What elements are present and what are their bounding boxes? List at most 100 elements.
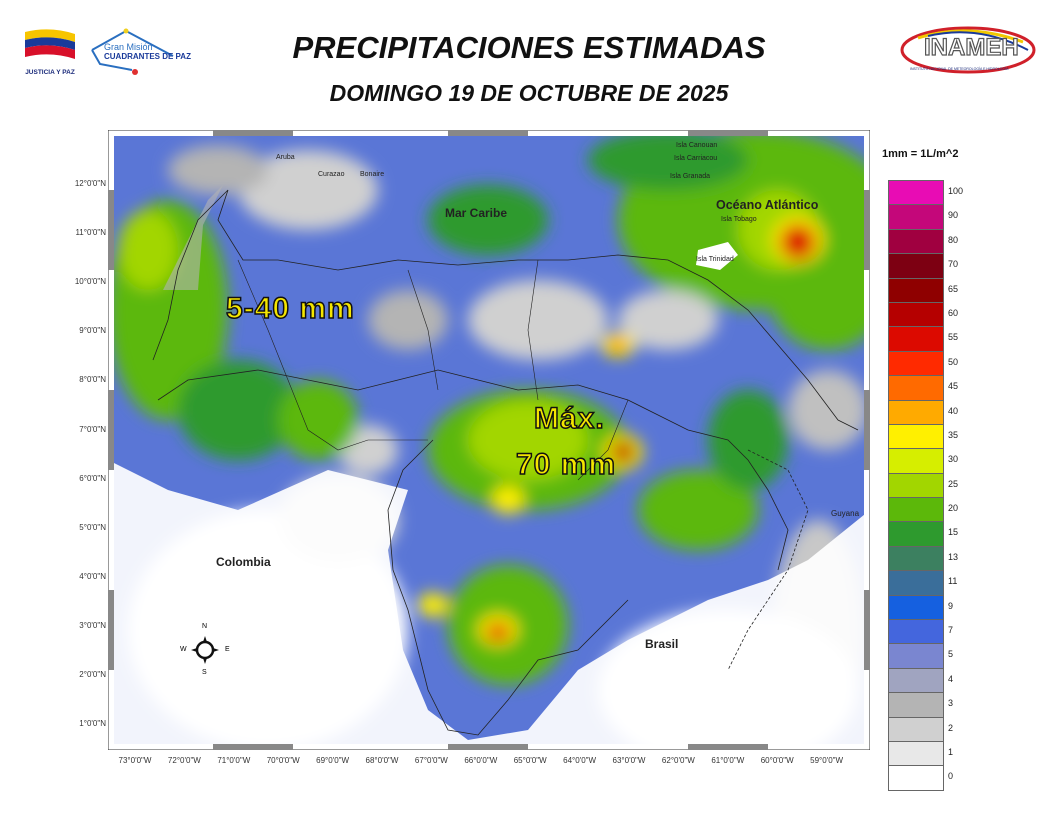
legend-swatch — [888, 667, 944, 694]
latitude-label: 12°0'0"N — [74, 179, 106, 188]
compass-east: E — [225, 646, 230, 653]
label-canouan: Isla Canouan — [676, 142, 718, 149]
legend-swatch — [888, 594, 944, 621]
label-guyana: Guyana — [831, 509, 860, 518]
legend-swatch — [888, 277, 944, 303]
label-carriacou: Isla Carriacou — [674, 155, 718, 162]
legend-item: 40 — [888, 399, 970, 425]
legend-label: 50 — [948, 356, 959, 367]
legend-label: 30 — [948, 454, 959, 465]
legend-label: 35 — [948, 429, 959, 440]
latitude-label: 9°0'0"N — [79, 326, 106, 336]
legend-item: 2 — [888, 716, 970, 742]
legend-swatch — [888, 350, 944, 377]
legend-label: 70 — [948, 259, 959, 270]
legend-item: 3 — [888, 692, 970, 718]
longitude-label: 66°0'0"W — [464, 756, 498, 765]
longitude-label: 59°0'0"W — [810, 756, 844, 765]
legend-item: 65 — [888, 277, 970, 303]
label-curazao: Curazao — [318, 171, 345, 178]
legend-label: 100 — [948, 186, 964, 196]
legend-item: 25 — [888, 472, 970, 499]
legend-item: 35 — [888, 423, 970, 450]
legend-swatch — [888, 740, 944, 767]
legend-label: 25 — [948, 478, 959, 489]
legend-label: 1 — [948, 746, 954, 757]
legend-swatch — [888, 423, 944, 450]
label-brasil: Brasil — [645, 637, 679, 651]
legend-swatch — [888, 643, 944, 669]
annotation-range: 5-40 mm — [225, 291, 355, 326]
legend-item: 5 — [888, 643, 970, 669]
label-colombia: Colombia — [216, 555, 271, 569]
inameh-ellipse-icon — [900, 26, 1036, 74]
legend-item: 9 — [888, 594, 970, 621]
label-trinidad: Isla Trinidad — [696, 256, 734, 263]
legend-item: 60 — [888, 301, 970, 328]
legend-swatch — [888, 375, 944, 401]
latitude-label: 8°0'0"N — [79, 375, 106, 385]
compass-rose: N S W E — [180, 620, 236, 680]
longitude-label: 67°0'0"W — [414, 756, 448, 765]
legend-label: 13 — [948, 551, 959, 562]
legend-item: 20 — [888, 497, 970, 523]
legend-item: 45 — [888, 375, 970, 401]
label-oceano-atlantico: Océano Atlántico — [716, 198, 819, 212]
annotation-max-value: 70 mm — [515, 447, 617, 482]
precipitation-legend: 100 90 80 70 65 60 55 50 45 40 35 30 25 20 15 13 11 9 7 5 4 3… — [888, 180, 970, 791]
legend-item: 13 — [888, 545, 970, 572]
legend-label: 3 — [948, 698, 954, 709]
legend-swatch — [888, 545, 944, 572]
gran-mision-text: Gran Misión — [104, 42, 153, 52]
legend-label: 40 — [948, 405, 959, 416]
longitude-label: 72°0'0"W — [167, 756, 201, 765]
legend-item: 90 — [888, 204, 970, 230]
legend-label: 80 — [948, 234, 959, 245]
legend-item: 11 — [888, 570, 970, 596]
legend-item: 1 — [888, 740, 970, 767]
longitude-label: 62°0'0"W — [661, 756, 695, 765]
longitude-label: 73°0'0"W — [118, 756, 152, 765]
longitude-label: 70°0'0"W — [266, 756, 300, 765]
legend-item: 100 — [888, 180, 970, 206]
longitude-label: 65°0'0"W — [513, 756, 547, 765]
legend-swatch — [888, 521, 944, 547]
legend-swatch — [888, 326, 944, 352]
longitude-label: 71°0'0"W — [217, 756, 251, 765]
latitude-label: 3°0'0"N — [79, 620, 106, 630]
latitude-label: 2°0'0"N — [79, 670, 106, 679]
legend-label: 15 — [948, 527, 959, 538]
legend-swatch — [888, 619, 944, 645]
legend-label: 5 — [948, 649, 954, 660]
longitude-label: 68°0'0"W — [365, 756, 399, 765]
inameh-subtext: INSTITUTO NACIONAL DE METEOROLOGÍA E HID… — [910, 67, 1009, 71]
legend-swatch — [888, 204, 944, 230]
legend-swatch — [888, 716, 944, 742]
legend-swatch — [888, 301, 944, 328]
legend-item: 70 — [888, 253, 970, 279]
trinidad-island — [696, 242, 738, 270]
page-title: PRECIPITACIONES ESTIMADAS — [292, 30, 766, 65]
legend-item: 0 — [888, 765, 970, 791]
cuadrantes-shape-icon — [91, 28, 174, 75]
legend-item: 50 — [888, 350, 970, 377]
justicia-y-paz-text: JUSTICIA Y PAZ — [25, 69, 75, 76]
legend-item: 15 — [888, 521, 970, 547]
legend-label: 4 — [948, 673, 954, 684]
legend-swatch — [888, 448, 944, 474]
legend-label: 55 — [948, 332, 959, 343]
latitude-label: 5°0'0"N — [79, 522, 106, 532]
legend-label: 45 — [948, 381, 959, 392]
longitude-label: 69°0'0"W — [316, 756, 350, 765]
legend-label: 11 — [948, 576, 958, 587]
legend-item: 4 — [888, 667, 970, 694]
legend-item: 80 — [888, 228, 970, 255]
legend-label: 2 — [948, 722, 954, 733]
longitude-label: 64°0'0"W — [563, 756, 597, 765]
label-tobago: Isla Tobago — [721, 216, 757, 223]
latitude-label: 10°0'0"N — [74, 277, 106, 287]
map-canvas — [107, 129, 871, 751]
legend-swatch — [888, 765, 944, 791]
precipitation-map: Mar Caribe Océano Atlántico Colombia Bra… — [107, 129, 871, 751]
legend-swatch — [888, 497, 944, 523]
